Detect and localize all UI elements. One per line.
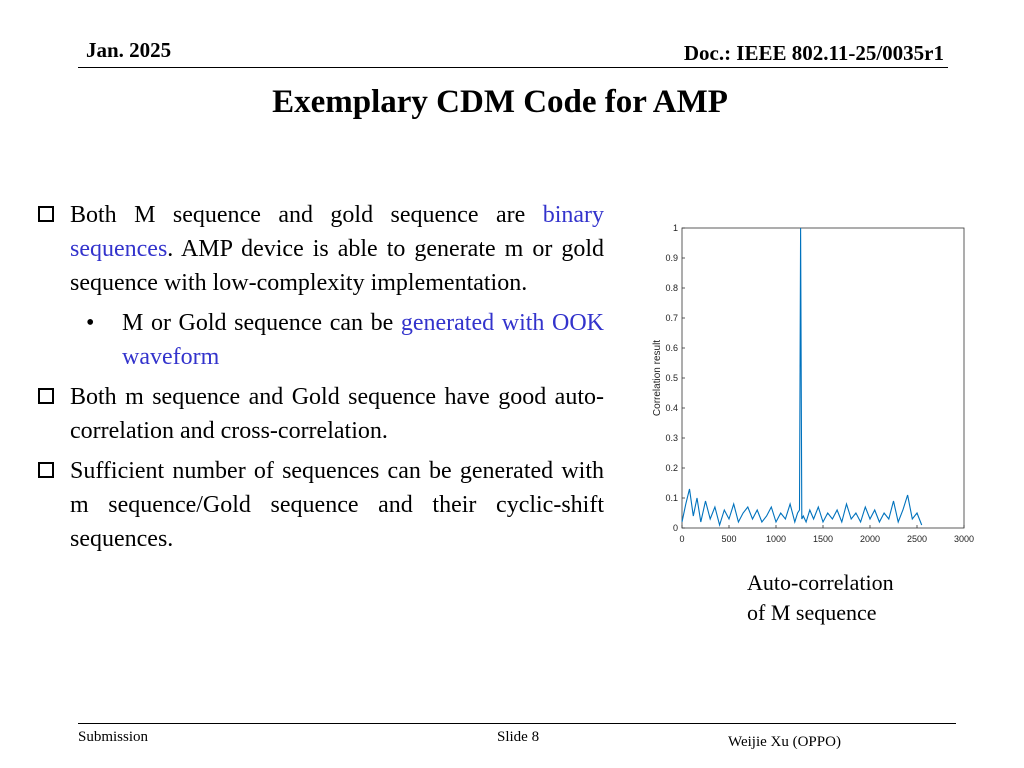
caption-line-2: of M sequence xyxy=(747,600,877,625)
chart-caption: Auto-correlation of M sequence xyxy=(747,568,894,628)
slide-body: Both M sequence and gold sequence are bi… xyxy=(38,198,604,562)
header-doc-id: Doc.: IEEE 802.11-25/0035r1 xyxy=(683,41,944,65)
series-line xyxy=(681,227,923,527)
header-date: Jan. 2025 xyxy=(86,38,172,62)
sub-bullet-1: • M or Gold sequence can be generated wi… xyxy=(38,306,604,374)
y-tick-label: 0.3 xyxy=(665,433,678,443)
y-tick-label: 0.6 xyxy=(665,343,678,353)
y-tick-label: 0.4 xyxy=(665,403,678,413)
bullet-1: Both M sequence and gold sequence are bi… xyxy=(38,198,604,300)
x-tick-label: 3000 xyxy=(954,534,974,544)
checkbox-bullet-icon xyxy=(38,206,54,222)
footer-rule xyxy=(78,723,956,724)
y-tick-label: 0.8 xyxy=(665,283,678,293)
x-tick-label: 2000 xyxy=(860,534,880,544)
bullet-1-text-b: . AMP device is able to generate m or go… xyxy=(70,236,604,296)
y-tick-label: 0.9 xyxy=(665,253,678,263)
sub-bullet-highlight: generated with OOK waveform xyxy=(122,310,604,370)
bullet-3-text: Sufficient number of sequences can be ge… xyxy=(70,458,604,552)
y-tick-label: 0.5 xyxy=(665,373,678,383)
autocorrelation-chart: 0 500 1000 1500 2000 2500 3000 0 0.1 0.2 0.3 0.4 0.5… xyxy=(652,223,974,544)
y-tick-label: 1 xyxy=(673,223,678,233)
y-tick-label: 0.1 xyxy=(665,493,678,503)
y-tick-label: 0.2 xyxy=(665,463,678,473)
header-rule xyxy=(78,67,948,68)
bullet-3: Sufficient number of sequences can be ge… xyxy=(38,454,604,556)
caption-line-1: Auto-correlation xyxy=(747,570,894,595)
y-tick-label: 0 xyxy=(673,523,678,533)
checkbox-bullet-icon xyxy=(38,388,54,404)
bullet-1-text-a: Both M sequence and gold sequence are xyxy=(70,202,543,228)
sub-bullet-text: M or Gold sequence can be xyxy=(122,310,401,336)
dot-bullet-icon: • xyxy=(86,310,95,336)
x-tick-label: 2500 xyxy=(907,534,927,544)
bullet-2-text: Both m sequence and Gold sequence have g… xyxy=(70,384,604,444)
footer-author: Weijie Xu (OPPO) xyxy=(728,734,841,750)
x-tick-label: 1000 xyxy=(766,534,786,544)
bullet-1-highlight: binary sequences xyxy=(70,202,604,262)
footer-submission: Submission xyxy=(78,729,149,745)
slide-title: Exemplary CDM Code for AMP xyxy=(272,84,728,120)
y-tick-label: 0.7 xyxy=(665,313,678,323)
x-tick-label: 1500 xyxy=(813,534,833,544)
plot-area xyxy=(681,227,965,529)
y-axis-label: Correlation result xyxy=(652,340,663,416)
x-tick-label: 500 xyxy=(721,534,736,544)
bullet-2: Both m sequence and Gold sequence have g… xyxy=(38,380,604,448)
x-tick-label: 0 xyxy=(679,534,684,544)
checkbox-bullet-icon xyxy=(38,462,54,478)
footer-slide-number: Slide 8 xyxy=(497,729,540,745)
